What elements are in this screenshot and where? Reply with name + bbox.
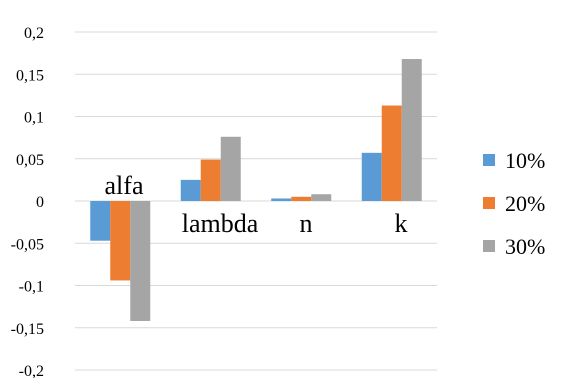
bar-alfa-10% [90, 201, 111, 241]
category-label: lambda [182, 209, 259, 238]
y-tick-label: 0,15 [16, 67, 44, 84]
legend-label: 10% [505, 148, 545, 173]
bar-lambda-30% [220, 136, 241, 201]
bar-n-20% [291, 196, 312, 201]
y-tick-label: -0,05 [11, 236, 44, 253]
bar-alfa-20% [110, 201, 131, 281]
y-tick-label: -0,15 [11, 321, 44, 338]
category-label: k [395, 209, 408, 238]
category-label: alfa [105, 171, 144, 200]
y-tick-label: 0,1 [24, 110, 44, 127]
y-tick-label: 0,05 [16, 152, 44, 169]
legend-label: 20% [505, 191, 545, 216]
y-tick-label: -0,1 [19, 279, 44, 296]
bar-n-10% [271, 198, 292, 201]
bar-k-10% [361, 152, 382, 201]
bar-alfa-30% [130, 201, 151, 321]
y-tick-label: 0,2 [24, 25, 44, 42]
bar-k-30% [401, 59, 422, 201]
legend-swatch [483, 154, 495, 166]
y-axis-tick-labels: 0,2 0,15 0,1 0,05 0 -0,05 -0,1 -0,15 -0,2 [11, 25, 44, 378]
legend: 10% 20% 30% [483, 148, 545, 259]
legend-swatch [483, 197, 495, 209]
bars [90, 59, 422, 321]
legend-label: 30% [505, 234, 545, 259]
category-label: n [300, 209, 313, 238]
bar-lambda-10% [180, 179, 201, 201]
bar-n-30% [311, 194, 332, 201]
bar-k-20% [381, 105, 402, 201]
y-tick-label: 0 [36, 194, 44, 211]
category-labels: alfa lambda n k [105, 171, 408, 238]
y-tick-label: -0,2 [19, 363, 44, 378]
legend-swatch [483, 240, 495, 252]
bar-lambda-20% [200, 159, 221, 201]
